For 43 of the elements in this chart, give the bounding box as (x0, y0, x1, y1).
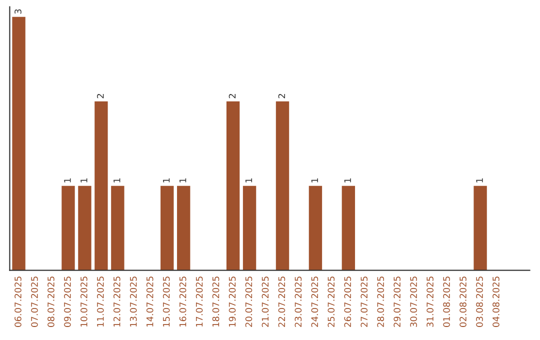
x-tick-label: 19.07.2025 (228, 276, 236, 327)
x-tick-label: 07.07.2025 (31, 276, 38, 327)
data-label: 1 (163, 178, 170, 182)
x-tick-label: 14.07.2025 (146, 276, 154, 327)
data-label: 2 (228, 94, 236, 98)
x-tick-label: 22.07.2025 (278, 276, 286, 327)
x-tick-label: 03.08.2025 (476, 276, 483, 327)
x-tick-label: 12.07.2025 (113, 276, 120, 327)
x-tick-label: 01.08.2025 (443, 276, 450, 327)
data-label: 1 (476, 178, 483, 182)
x-tick-label: 30.07.2025 (410, 276, 417, 327)
data-label: 1 (245, 178, 252, 182)
x-tick-label: 17.07.2025 (196, 276, 203, 327)
x-tick-label: 09.07.2025 (64, 276, 71, 327)
data-label: 1 (64, 178, 71, 182)
data-label: 1 (311, 178, 318, 182)
data-label: 1 (114, 178, 120, 182)
x-tick-label: 23.07.2025 (294, 276, 302, 327)
data-label: 2 (278, 94, 285, 98)
x-tick-label: 28.07.2025 (377, 276, 384, 327)
x-tick-label: 18.07.2025 (212, 276, 220, 327)
data-label: 1 (344, 178, 351, 182)
data-label: 2 (96, 94, 104, 98)
x-tick-label: 24.07.2025 (311, 276, 318, 327)
x-tick-label: 15.07.2025 (162, 276, 170, 327)
x-tick-label: 04.08.2025 (492, 276, 500, 327)
data-label: 1 (80, 178, 88, 182)
x-tick-label: 29.07.2025 (394, 276, 400, 327)
x-tick-label: 02.08.2025 (460, 276, 466, 327)
x-tick-label: 25.07.2025 (328, 276, 335, 327)
x-tick-label: 21.07.2025 (262, 276, 269, 327)
x-tick-label: 31.07.2025 (426, 276, 434, 327)
x-tick-label: 06.07.2025 (14, 276, 22, 327)
x-tick-label: 10.07.2025 (80, 276, 88, 327)
data-label: 1 (180, 178, 186, 182)
data-label: 3 (14, 9, 22, 14)
x-tick-label: 27.07.2025 (360, 276, 368, 327)
x-tick-label: 26.07.2025 (344, 276, 352, 327)
x-tick-label: 20.07.2025 (245, 276, 252, 327)
x-tick-label: 11.07.2025 (96, 276, 104, 327)
x-tick-label: 13.07.2025 (130, 276, 137, 327)
x-tick-label: 16.07.2025 (179, 276, 186, 327)
x-tick-label: 08.07.2025 (48, 276, 54, 327)
